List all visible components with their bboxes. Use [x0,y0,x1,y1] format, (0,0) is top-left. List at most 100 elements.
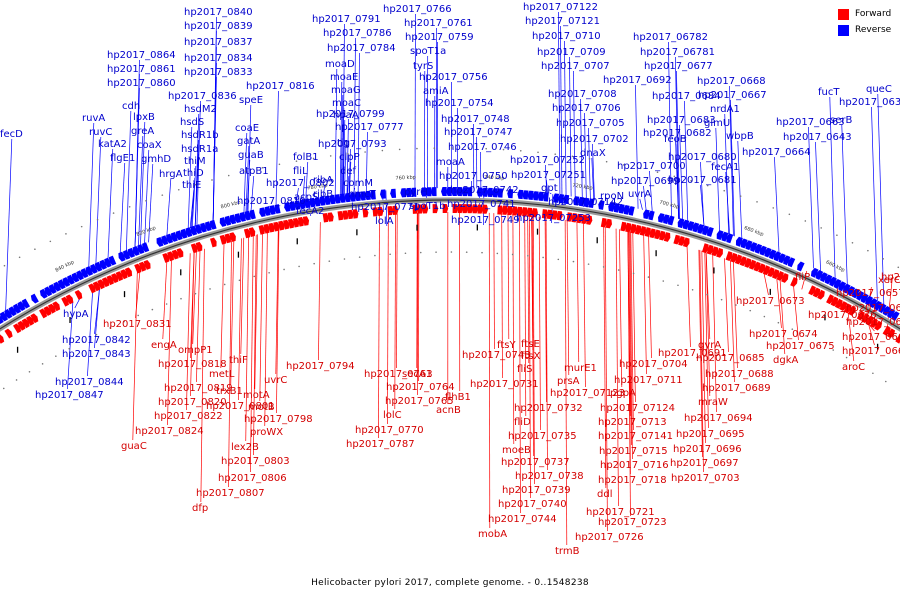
gene-label: hp2017_0743 [462,350,531,361]
reverse-feature [200,222,207,233]
reverse-feature [707,227,714,237]
gene-label: hp2017_0784 [327,43,396,54]
forward-feature [482,204,489,214]
forward-feature [527,207,533,217]
gene-label: hp2017_0847 [35,390,104,401]
leader-line [264,232,268,427]
gene-label: hp2017_07122 [523,2,598,13]
ring-dot [805,335,807,337]
gene-label: hp2017_0713 [598,417,667,428]
reverse-feature [778,253,786,264]
gene-label: fliL [293,166,308,177]
reverse-feature [108,255,117,266]
gene-label: lpxB [133,112,155,123]
leader-line [276,229,280,414]
ring-dot [295,160,298,162]
leader-line [519,214,521,514]
ring-dot [859,364,861,367]
reverse-feature [537,191,544,202]
ring-dot [851,241,854,244]
reverse-feature [750,242,758,252]
leader-line [639,198,643,210]
gene-label: hsdS [180,117,204,128]
forward-feature [88,283,96,294]
gene-label: uvrC [264,375,287,386]
ring-dot [884,380,887,383]
leader-line [132,272,138,441]
ring-dot [836,234,838,236]
leader-line [245,145,250,213]
gene-label: hp2017_0819 [164,383,233,394]
reverse-feature [104,257,112,268]
forward-feature [432,204,439,214]
gene-label: dgkA [773,355,798,366]
reverse-feature [354,191,361,202]
leader-line [868,323,875,332]
forward-feature [0,334,5,344]
ring-dot [777,321,780,324]
forward-feature [162,253,170,263]
ring-dot [435,251,437,253]
ring-dot [818,342,821,344]
gene-label: guaC [121,441,147,452]
gene-label: thiM [184,156,206,167]
leader-line [627,231,631,517]
leader-line [705,252,711,397]
forward-feature [124,267,133,278]
ring-dot [398,148,401,151]
tick-label: 800 kbp [220,200,241,211]
ring-dot [542,256,544,259]
forward-feature [541,209,548,219]
forward-feature [263,223,270,234]
inner-marker [476,224,478,231]
reverse-feature [269,205,276,215]
leader-line [67,301,74,390]
gene-label: fliD [514,417,531,428]
forward-feature [522,207,528,217]
gene-label: hp2017_0749 [451,215,520,226]
gene-label: hp2017_0735 [508,431,577,442]
forward-feature [625,222,632,233]
map-caption: Helicobacter pylori 2017, complete genom… [311,578,589,588]
gene-label: hp2017_0764 [386,382,455,393]
leader-line [341,107,345,195]
inner-marker [296,238,298,245]
gene-label: folB1 [293,152,319,163]
legend: Forward Reverse [838,6,891,38]
ring-dot [897,266,900,269]
gene-label: ribA [313,175,333,186]
gene-label: hp2017_0718 [598,475,667,486]
gene-label: hp2017_0837 [184,37,253,48]
gene-label: feoB [664,134,687,145]
gene-label: tig [337,138,350,149]
leader-line [493,213,495,350]
forward-feature [739,256,747,267]
reverse-feature [522,190,529,200]
reverse-feature [628,206,635,216]
gene-label: hp2017_0754 [425,98,494,109]
forward-feature [654,229,661,240]
gene-label: lolC [383,410,402,421]
leader-line [576,221,580,363]
reverse-feature [344,192,351,203]
leader-line [322,184,326,198]
reverse-feature [180,228,188,239]
gene-label: hp2017_0824 [135,426,204,437]
leader-line [730,99,735,237]
forward-feature [52,301,61,312]
forward-feature [65,294,74,305]
ring-dot [647,276,650,278]
leader-line [545,217,548,471]
ring-dot [872,372,874,375]
leader-line [302,175,306,201]
leader-line [245,236,249,442]
gene-label: ddl [597,489,612,500]
forward-feature [120,269,128,280]
leader-line [200,248,205,503]
ring-dot [3,264,6,267]
reverse-feature [608,202,615,212]
forward-feature [342,210,349,220]
gene-label: hp2017_0748 [441,114,510,125]
forward-feature [327,212,334,222]
ring-dot [450,251,453,253]
